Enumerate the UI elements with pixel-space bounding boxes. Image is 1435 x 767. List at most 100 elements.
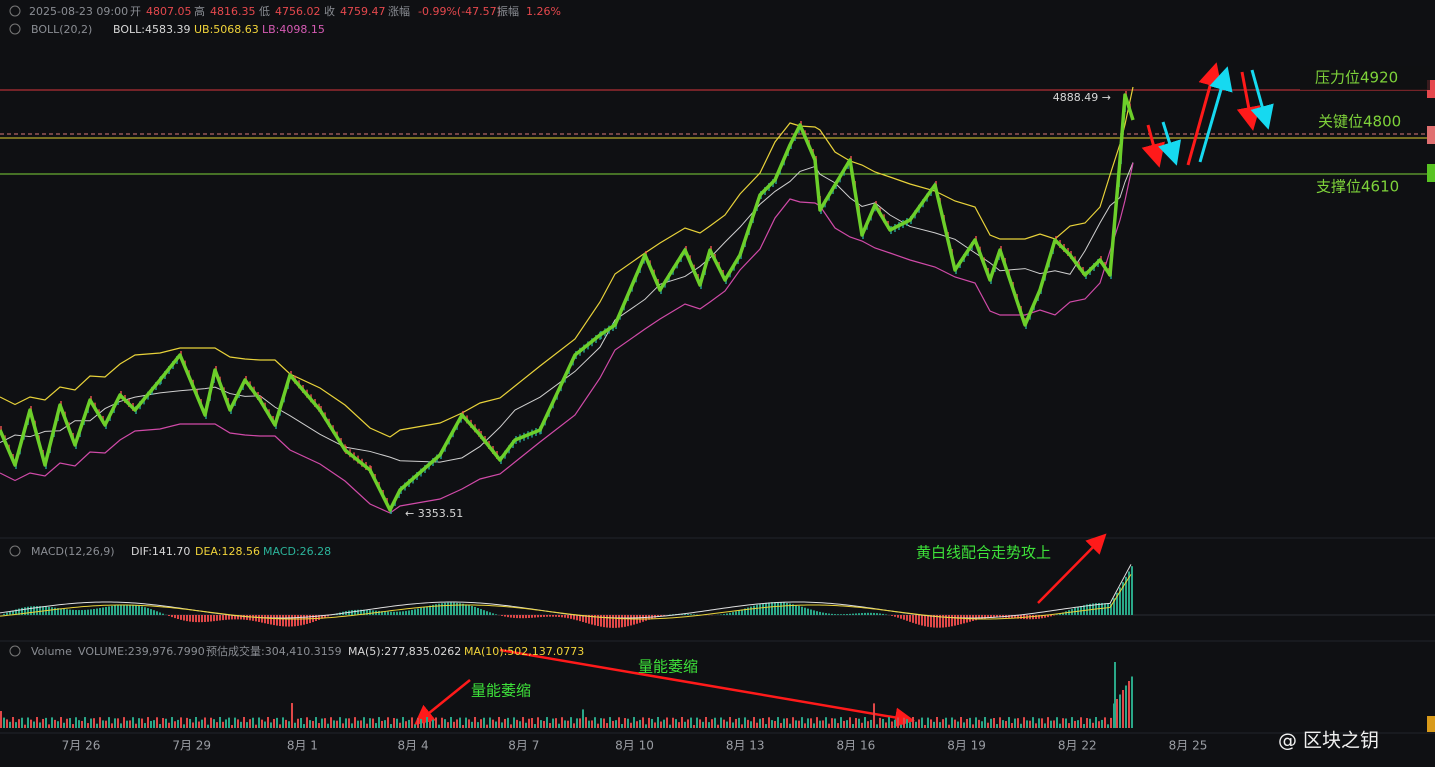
value: 1.26% (526, 5, 561, 18)
volume-bar (528, 718, 530, 728)
macd-bar (864, 612, 866, 615)
volume-bar (735, 718, 737, 728)
volume-bar (1095, 717, 1097, 728)
volume-bar (576, 718, 578, 728)
indicator-value: VOLUME:239,976.7990 (78, 645, 205, 658)
macd-bar (552, 615, 554, 617)
annotation: 量能萎缩 (471, 682, 531, 700)
macd-bar (192, 615, 194, 622)
volume-bar (285, 719, 287, 728)
volume-bar (243, 717, 245, 728)
macd-bar (885, 614, 887, 615)
collapse-icon[interactable] (9, 645, 21, 657)
volume-bar (357, 720, 359, 728)
collapse-icon[interactable] (9, 23, 21, 35)
volume-bar (765, 724, 767, 728)
macd-bar (954, 615, 956, 626)
volume-bar (900, 724, 902, 728)
collapse-icon[interactable] (9, 545, 21, 557)
macd-bar (1050, 615, 1052, 617)
volume-bar (906, 719, 908, 728)
macd-bar (453, 602, 455, 615)
macd-bar (900, 615, 902, 619)
volume-bar (837, 723, 839, 728)
volume-bar (189, 718, 191, 728)
indicator-value: DEA:128.56 (195, 545, 260, 558)
collapse-icon[interactable] (9, 5, 21, 17)
macd-bar (174, 615, 176, 619)
label: 开 (130, 5, 141, 18)
label: 收 (324, 4, 335, 18)
macd-bar (234, 615, 236, 620)
macd-bar (768, 602, 770, 615)
volume-bar (804, 723, 806, 728)
macd-bar (894, 615, 896, 617)
volume-bar (867, 721, 869, 728)
macd-bar (924, 615, 926, 627)
macd-bar (93, 608, 95, 615)
volume-bar (495, 721, 497, 728)
volume-bar (204, 717, 206, 728)
macd-bar (579, 615, 581, 622)
volume-bar (780, 723, 782, 728)
volume-bar (138, 718, 140, 728)
volume-bar (858, 718, 860, 728)
volume-bar (894, 719, 896, 728)
volume-bar (462, 724, 464, 728)
arrow (1158, 121, 1182, 166)
macd-bar (426, 606, 428, 615)
macd-bar (777, 602, 779, 615)
volume-bar (627, 718, 629, 728)
volume-bar (615, 720, 617, 728)
macd-bar (1101, 602, 1103, 615)
macd-bar (465, 604, 467, 615)
volume-bar (903, 717, 905, 728)
volume-bar (930, 719, 932, 728)
macd-bar (534, 615, 536, 618)
macd-bar (879, 613, 881, 615)
macd-bar (822, 612, 824, 615)
macd-bar (525, 615, 527, 619)
macd-bar (60, 608, 62, 615)
volume-bar (783, 718, 785, 728)
macd-bar (792, 604, 794, 615)
x-tick-label: 8月 19 (947, 739, 986, 753)
volume-bar (795, 720, 797, 728)
dif-line (0, 564, 1132, 619)
macd-bar (396, 611, 398, 615)
macd-bar (762, 603, 764, 615)
volume-bar (771, 720, 773, 728)
x-tick-label: 7月 29 (172, 739, 211, 753)
macd-bar (585, 615, 587, 623)
volume-bar (984, 717, 986, 728)
price-pane (0, 86, 1134, 514)
macd-bar (105, 606, 107, 615)
volume-bar (1029, 720, 1031, 728)
macd-bar (573, 615, 575, 620)
volume-bar (99, 717, 101, 728)
macd-bar (84, 609, 86, 615)
macd-bar (51, 607, 53, 615)
macd-bar (843, 614, 845, 615)
volume-bar (453, 721, 455, 728)
volume-bar (819, 720, 821, 728)
macd-bar (624, 615, 626, 627)
macd-bar (441, 603, 443, 615)
datetime: 2025-08-23 09:00 (29, 5, 128, 18)
volume-bar (501, 722, 503, 728)
volume-bar (492, 719, 494, 728)
macd-bar (726, 613, 728, 615)
macd-bar (690, 614, 692, 615)
macd-bar (774, 602, 776, 615)
macd-bar (405, 610, 407, 615)
macd-bar (828, 613, 830, 615)
watermark: @ 区块之钥 (1278, 730, 1379, 752)
volume-bar (975, 717, 977, 728)
volume-bar (183, 724, 185, 728)
volume-bar (45, 717, 47, 728)
macd-bar (327, 615, 329, 617)
macd-bar (819, 611, 821, 615)
macd-bar (600, 615, 602, 627)
volume-bar (810, 718, 812, 728)
macd-bar (996, 615, 998, 618)
